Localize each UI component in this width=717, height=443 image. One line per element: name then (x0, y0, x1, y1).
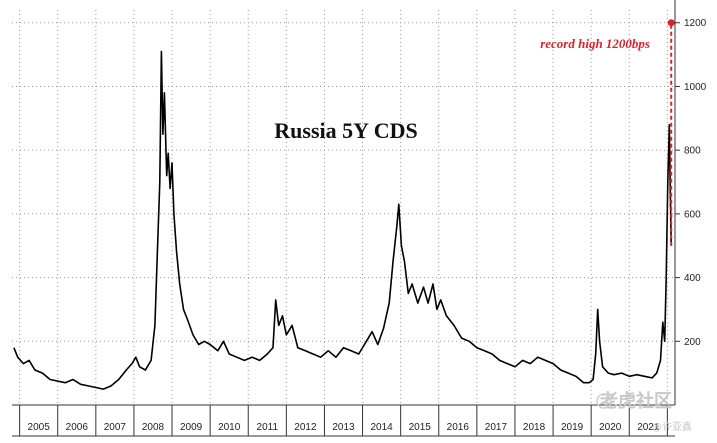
y-tick-label: 800 (684, 146, 701, 157)
x-tick-label: 2021 (637, 422, 660, 433)
record-high-marker (667, 19, 675, 27)
y-tick-label: 200 (684, 337, 701, 348)
watermark-sub-text: @许亚鑫 (652, 420, 692, 433)
x-axis: 2005 2006 2007 2008 2009 2010 2011 2012 2013 2014… (12, 404, 675, 437)
x-tick-label: 2012 (294, 422, 317, 433)
x-tick-label: 2016 (447, 422, 470, 433)
series-line (13, 50, 672, 390)
tiger-logo-icon (596, 393, 612, 409)
x-tick-label: 2009 (180, 422, 203, 433)
x-tick-label: 2008 (142, 422, 165, 433)
x-tick-label: 2019 (561, 422, 584, 433)
y-tick-label: 1200 (684, 18, 707, 29)
x-tick-label: 2007 (104, 422, 127, 433)
y-tick-label: 1000 (684, 82, 707, 93)
y-axis: 200 400 600 800 1000 1200 (674, 0, 707, 405)
x-tick-label: 2015 (409, 422, 432, 433)
x-tick-label: 2005 (28, 422, 51, 433)
y-tick-label: 400 (684, 273, 701, 284)
annotation-layer (667, 19, 675, 246)
x-tick-label: 2011 (257, 422, 279, 433)
watermark: 老虎社区 @许亚鑫 (596, 390, 692, 433)
x-tick-label: 2020 (599, 422, 622, 433)
x-tick-label: 2010 (218, 422, 241, 433)
y-tick-label: 600 (684, 209, 701, 220)
x-tick-label: 2018 (523, 422, 546, 433)
grid-lines (12, 10, 675, 405)
watermark-main-text: 老虎社区 (600, 390, 672, 412)
x-tick-label: 2017 (485, 422, 508, 433)
series-layer (13, 50, 672, 390)
x-tick-label: 2013 (332, 422, 355, 433)
x-tick-label: 2006 (66, 422, 89, 433)
x-tick-label: 2014 (370, 422, 393, 433)
record-high-annotation: record high 1200bps (540, 36, 650, 51)
chart-title: Russia 5Y CDS (274, 118, 417, 143)
